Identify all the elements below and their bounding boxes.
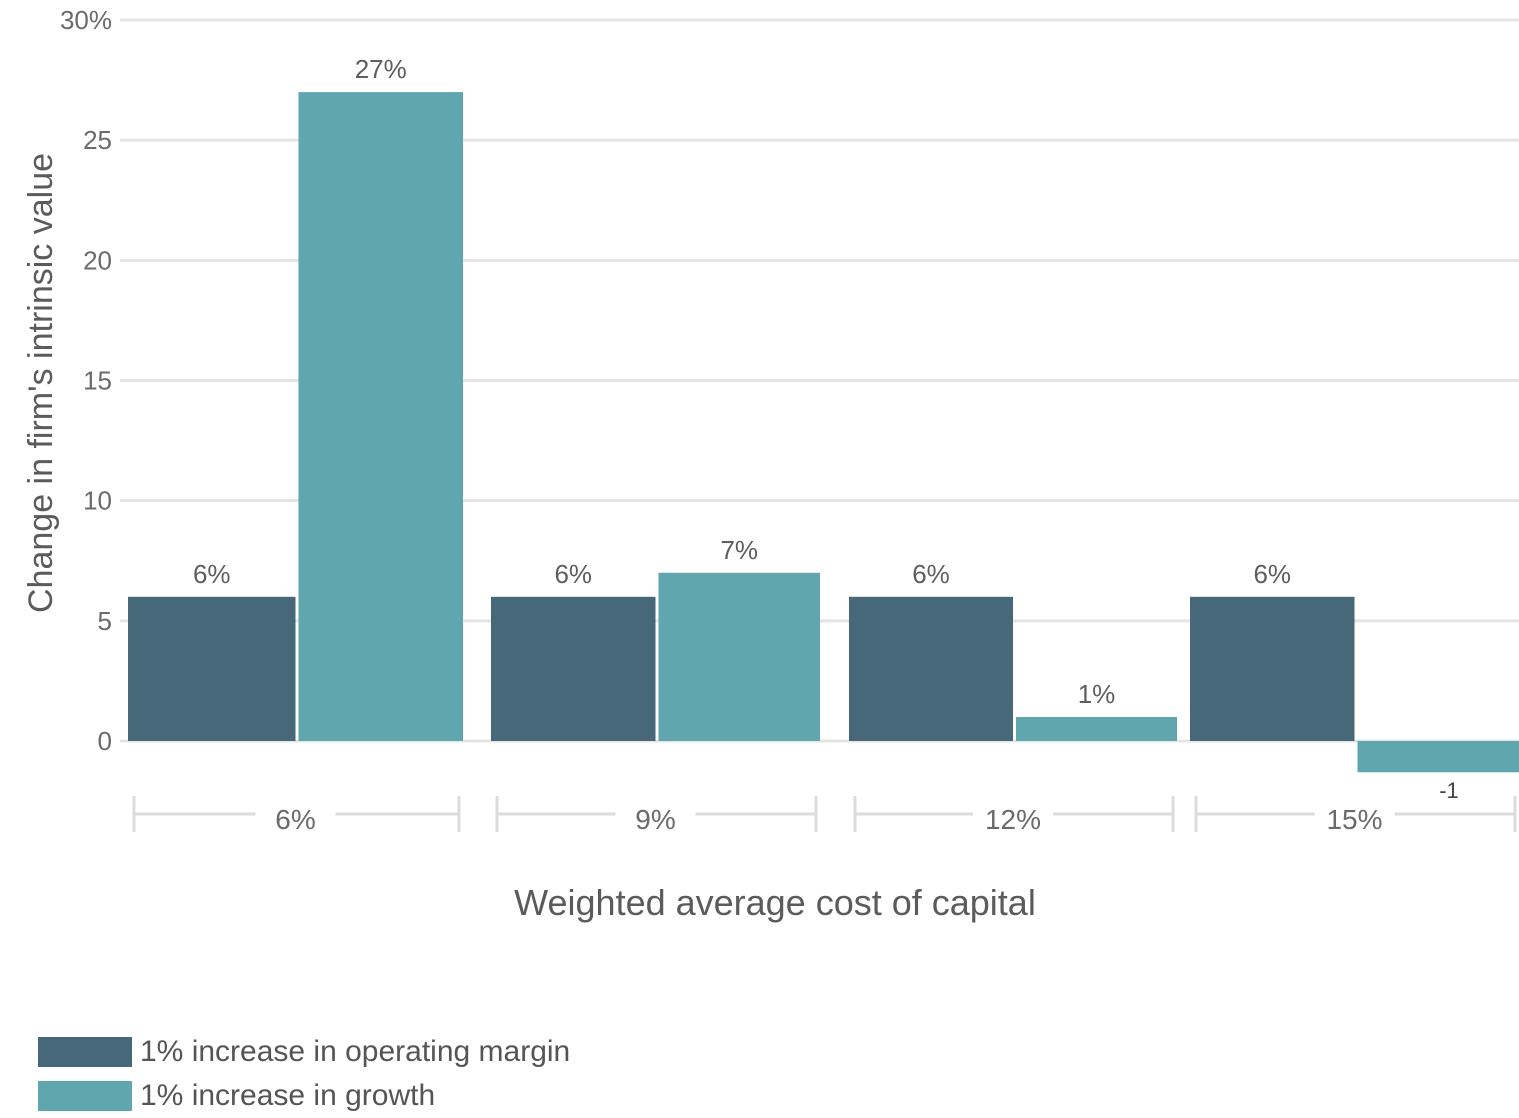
data-label: 6%: [1253, 559, 1291, 589]
x-axis-title: Weighted average cost of capital: [514, 882, 1036, 923]
bar: [849, 597, 1013, 741]
data-label: -1: [1439, 778, 1459, 803]
legend-item-operating-margin: 1% increase in operating margin: [38, 1030, 570, 1074]
bar: [1016, 717, 1177, 741]
bar: [128, 597, 296, 741]
data-label: 7%: [720, 535, 758, 565]
legend-item-growth: 1% increase in growth: [38, 1074, 570, 1118]
bar: [491, 597, 656, 741]
bar: [1358, 741, 1519, 772]
y-tick-label: 30%: [60, 5, 112, 35]
x-category-label: 9%: [635, 804, 675, 835]
data-label: 1%: [1078, 679, 1116, 709]
bar: [299, 92, 464, 741]
x-category-label: 15%: [1326, 804, 1382, 835]
legend-swatch: [38, 1081, 132, 1111]
data-label: 6%: [912, 559, 950, 589]
y-tick-label: 20: [83, 245, 112, 275]
bar: [659, 573, 821, 741]
y-tick-label: 0: [98, 726, 112, 756]
legend-swatch: [38, 1037, 132, 1067]
legend: 1% increase in operating margin 1% incre…: [38, 1030, 570, 1118]
legend-label: 1% increase in growth: [140, 1079, 435, 1113]
x-category-label: 12%: [985, 804, 1041, 835]
data-label: 6%: [554, 559, 592, 589]
legend-label: 1% increase in operating margin: [140, 1035, 570, 1069]
y-tick-label: 25: [83, 125, 112, 155]
y-axis-ticks: 30% 25 20 15 10 5 0: [60, 5, 112, 756]
x-category-label: 6%: [275, 804, 315, 835]
data-label: 27%: [355, 54, 407, 84]
y-tick-label: 5: [98, 606, 112, 636]
y-tick-label: 10: [83, 486, 112, 516]
bars: [128, 92, 1519, 772]
data-label: 6%: [193, 559, 231, 589]
bar: [1190, 597, 1355, 741]
y-tick-label: 15: [83, 366, 112, 396]
x-axis-categories: 6% 9% 12% 15%: [134, 796, 1515, 835]
y-axis-title: Change in firm's intrinsic value: [22, 153, 60, 613]
